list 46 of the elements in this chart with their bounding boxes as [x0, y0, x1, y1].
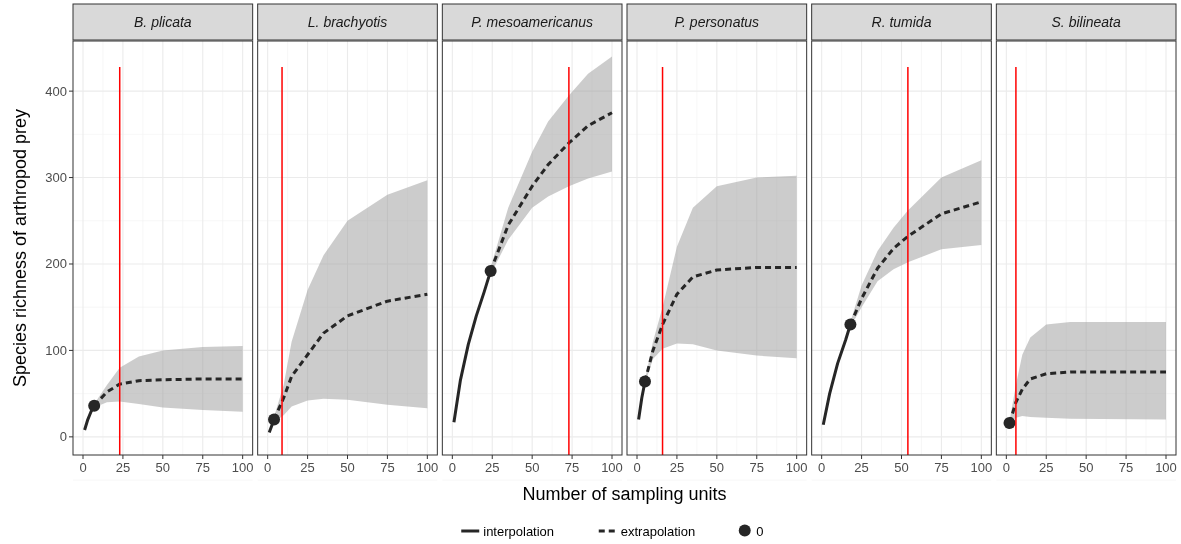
x-tick-label: 0	[818, 460, 826, 475]
x-tick-label: 0	[1002, 460, 1010, 475]
x-tick-label: 0	[79, 460, 87, 475]
legend-label: extrapolation	[620, 524, 696, 539]
y-axis-title: Species richness of arthropod prey	[10, 108, 30, 388]
y-tick-label: 0	[59, 429, 67, 445]
x-tick-label: 0	[448, 460, 456, 475]
x-tick-label: 50	[524, 460, 540, 475]
x-tick-label: 25	[115, 460, 131, 475]
x-tick-label: 100	[601, 460, 623, 475]
y-tick-label: 400	[45, 83, 67, 99]
x-tick-label: 75	[934, 460, 949, 475]
x-tick-label: 50	[340, 460, 355, 475]
x-tick-label: 25	[485, 460, 500, 475]
x-tick-label: 75	[380, 460, 395, 475]
x-tick-label: 25	[854, 460, 869, 475]
x-tick-label: 25	[669, 460, 685, 475]
x-tick-label: 50	[1078, 460, 1094, 475]
x-tick-label: 100	[416, 460, 439, 475]
x-axis-title: Number of sampling units	[522, 484, 727, 504]
x-tick-label: 0	[264, 460, 272, 475]
x-tick-label: 75	[195, 460, 210, 475]
y-tick-label: 300	[45, 170, 67, 186]
chart-title: P. mesoamericanus	[471, 14, 594, 30]
x-tick-label: 75	[564, 460, 580, 475]
x-tick-label: 50	[155, 460, 171, 475]
chart-title: L. brachyotis	[307, 14, 388, 30]
x-tick-label: 75	[1118, 460, 1134, 475]
y-tick-label: 100	[45, 342, 67, 358]
x-tick-label: 100	[970, 460, 993, 475]
chart-title: B. plicata	[134, 14, 192, 30]
x-tick-label: 100	[785, 460, 808, 475]
legend-label: 0	[756, 524, 764, 539]
x-tick-label: 100	[231, 460, 254, 475]
x-tick-label: 75	[749, 460, 764, 475]
chart-title: R. tumida	[871, 14, 932, 30]
x-tick-label: 50	[709, 460, 725, 475]
y-tick-label: 200	[45, 256, 67, 272]
x-tick-label: 100	[1155, 460, 1177, 475]
x-tick-label: 25	[300, 460, 315, 475]
x-tick-label: 25	[1039, 460, 1054, 475]
x-tick-label: 0	[633, 460, 641, 475]
legend-label: interpolation	[483, 524, 555, 539]
chart-title: S. bilineata	[1051, 14, 1122, 30]
chart-title: P. personatus	[674, 14, 760, 30]
x-tick-label: 50	[894, 460, 909, 475]
